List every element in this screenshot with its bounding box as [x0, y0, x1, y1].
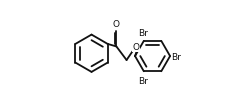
Text: Br: Br: [138, 76, 148, 85]
Text: Br: Br: [171, 52, 181, 61]
Text: Br: Br: [138, 28, 148, 37]
Text: O: O: [113, 20, 120, 29]
Text: O: O: [132, 43, 139, 52]
